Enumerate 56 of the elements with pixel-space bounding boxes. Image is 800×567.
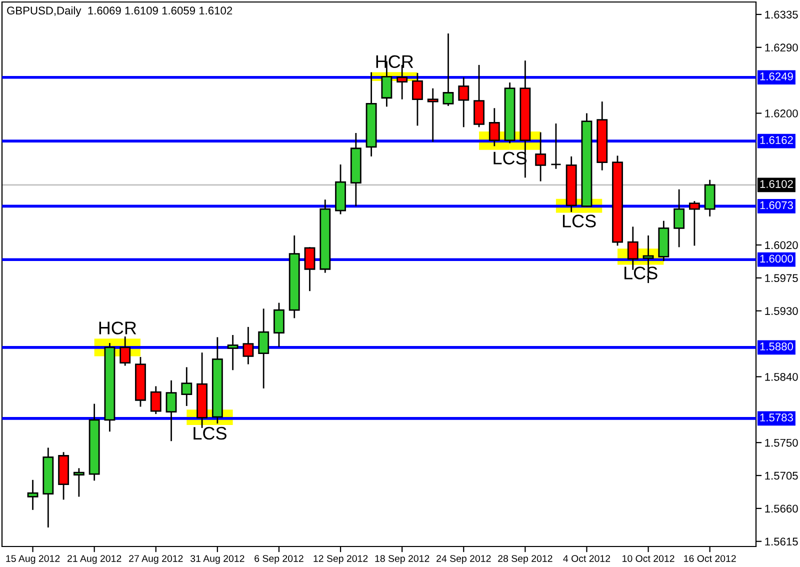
candlestick — [412, 72, 423, 126]
candlestick — [458, 76, 470, 128]
y-tick-label: 1.5930 — [765, 307, 798, 315]
candlestick — [550, 122, 562, 170]
x-tick-label: 21 Aug 2012 — [68, 555, 122, 564]
y-tick-label: 1.5975 — [765, 274, 798, 282]
candlestick — [442, 32, 454, 107]
ref-line-label: 1.5783 — [760, 414, 793, 422]
candlestick — [274, 302, 284, 348]
candlestick — [535, 132, 546, 182]
y-tick-label: 1.5705 — [765, 472, 798, 480]
candlestick — [150, 386, 162, 415]
annotation: LCS — [562, 214, 596, 228]
y-tick-label: 1.5750 — [765, 438, 798, 447]
y-tick-label: 1.6200 — [765, 110, 798, 118]
candlestick — [304, 246, 316, 292]
x-tick-label: 18 Sep 2012 — [375, 555, 430, 564]
candlestick — [73, 467, 84, 498]
ref-line-label: 1.6000 — [760, 254, 794, 263]
ref-line-label: 1.6249 — [760, 72, 793, 80]
candlestick — [227, 334, 238, 371]
y-tick-label: 1.6290 — [765, 44, 798, 52]
candlestick — [688, 200, 700, 246]
x-tick-label: 16 Oct 2012 — [684, 555, 736, 562]
candlestick — [258, 308, 270, 390]
candlestick — [166, 380, 177, 442]
y-tick-label: 1.6335 — [765, 10, 798, 19]
y-tick-label: 1.5660 — [765, 504, 798, 513]
annotation: LCS — [194, 426, 226, 440]
x-tick-label: 4 Oct 2012 — [563, 555, 610, 562]
y-tick-label: 1.5615 — [765, 538, 798, 546]
annotation: HCR — [376, 55, 414, 68]
y-tick-label: 1.6020 — [765, 241, 798, 250]
x-tick-label: 27 Aug 2012 — [129, 555, 183, 564]
ref-line-label: 1.6102 — [760, 180, 793, 188]
annotation: HCR — [99, 322, 136, 334]
ref-line-label: 1.5880 — [760, 342, 794, 350]
x-tick-label: 6 Sep 2012 — [254, 555, 304, 564]
candlestick — [488, 107, 500, 147]
candlestick — [242, 326, 254, 365]
candlestick — [474, 64, 484, 128]
x-tick-label: 10 Oct 2012 — [622, 555, 674, 562]
candlestick — [120, 336, 131, 366]
x-tick-label: 12 Sep 2012 — [314, 555, 368, 564]
candlestick — [427, 88, 438, 142]
ref-line-label: 1.6162 — [760, 136, 793, 144]
candlestick — [674, 188, 685, 248]
x-tick-label: 15 Aug 2012 — [6, 555, 60, 564]
candlestick — [27, 479, 38, 511]
candlestick — [181, 366, 192, 407]
chart-title: GBPUSD,Daily 1.6069 1.6109 1.6059 1.6102 — [7, 6, 232, 17]
x-tick-label: 24 Sep 2012 — [436, 555, 491, 564]
y-tick-label: 1.5840 — [765, 372, 798, 381]
ref-line-label: 1.6073 — [760, 201, 793, 210]
x-tick-label: 28 Sep 2012 — [498, 555, 552, 564]
x-tick-label: 31 Aug 2012 — [190, 555, 244, 564]
